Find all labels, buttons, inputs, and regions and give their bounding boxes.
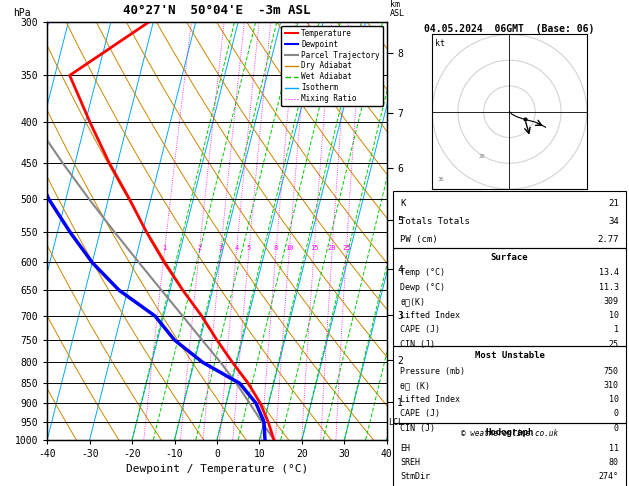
Text: 10: 10 [609,311,619,320]
Text: 36: 36 [437,177,444,182]
Text: hPa: hPa [13,8,31,17]
Text: θᴇ (K): θᴇ (K) [400,381,430,390]
Text: EH: EH [400,444,410,453]
Text: 310: 310 [604,381,619,390]
Text: 40°27'N  50°04'E  -3m ASL: 40°27'N 50°04'E -3m ASL [123,4,311,17]
Text: LCL: LCL [388,418,403,427]
Text: 11: 11 [609,444,619,453]
Text: CIN (J): CIN (J) [400,423,435,433]
Text: 0: 0 [614,423,619,433]
Text: Dewp (°C): Dewp (°C) [400,283,445,292]
Text: Lifted Index: Lifted Index [400,395,460,404]
Text: Surface: Surface [491,253,528,261]
Text: 3: 3 [219,245,223,251]
Text: Lifted Index: Lifted Index [400,311,460,320]
Text: Hodograph: Hodograph [486,428,533,437]
Text: PW (cm): PW (cm) [400,235,438,243]
Text: km
ASL: km ASL [390,0,405,17]
Text: 25: 25 [342,245,350,251]
Text: 10: 10 [609,395,619,404]
Text: 1: 1 [162,245,167,251]
Text: Most Unstable: Most Unstable [474,351,545,360]
Text: 2.77: 2.77 [598,235,619,243]
Legend: Temperature, Dewpoint, Parcel Trajectory, Dry Adiabat, Wet Adiabat, Isotherm, Mi: Temperature, Dewpoint, Parcel Trajectory… [281,26,383,106]
Text: 34: 34 [608,217,619,226]
Bar [393,247,626,346]
Text: 4: 4 [235,245,238,251]
Text: 0: 0 [614,409,619,418]
Text: 309: 309 [604,297,619,306]
Text: CIN (J): CIN (J) [400,340,435,348]
Text: 750: 750 [604,366,619,376]
Text: K: K [400,199,406,208]
Text: Totals Totals: Totals Totals [400,217,470,226]
Text: kt: kt [435,39,445,48]
Text: CAPE (J): CAPE (J) [400,409,440,418]
Text: 5: 5 [247,245,251,251]
Text: © weatheronline.co.uk: © weatheronline.co.uk [461,429,558,438]
Bar [393,191,626,247]
Text: 20: 20 [328,245,337,251]
Text: 13.4: 13.4 [599,268,619,278]
Text: SREH: SREH [400,458,420,467]
Text: Pressure (mb): Pressure (mb) [400,366,465,376]
Text: Temp (°C): Temp (°C) [400,268,445,278]
Text: 04.05.2024  06GMT  (Base: 06): 04.05.2024 06GMT (Base: 06) [425,24,594,34]
Text: θᴇ(K): θᴇ(K) [400,297,425,306]
Text: 21: 21 [608,199,619,208]
Text: 15: 15 [310,245,318,251]
Text: 274°: 274° [599,472,619,482]
Text: 10: 10 [285,245,294,251]
Text: 80: 80 [609,458,619,467]
Bar [393,346,626,423]
Text: 8: 8 [274,245,278,251]
Text: CAPE (J): CAPE (J) [400,325,440,334]
Text: 2: 2 [198,245,201,251]
Text: 20: 20 [479,154,485,159]
Text: 1: 1 [614,325,619,334]
Bar [393,423,626,486]
Text: 25: 25 [609,340,619,348]
Text: 11.3: 11.3 [599,283,619,292]
Text: StmDir: StmDir [400,472,430,482]
X-axis label: Dewpoint / Temperature (°C): Dewpoint / Temperature (°C) [126,465,308,474]
